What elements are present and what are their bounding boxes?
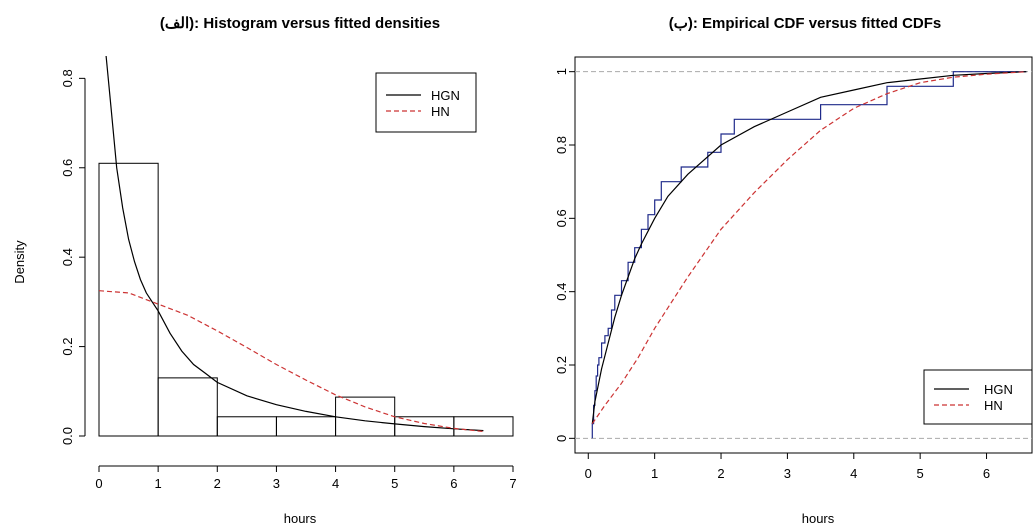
- cdf-curve-hn: [591, 71, 1027, 425]
- y-tick-label-left-3: 0.6: [60, 159, 75, 177]
- y-tick-label-right-1: 0.2: [554, 356, 569, 374]
- histogram-bar-4: [335, 396, 396, 437]
- legend-label-right-hn: HN: [984, 398, 1003, 413]
- legend-box-left: [375, 72, 477, 133]
- x-tick-label-left-5: 5: [391, 476, 398, 491]
- x-tick-label-right-6: 6: [983, 466, 990, 481]
- chart-title-left: (الف): Histogram versus fitted densities: [160, 15, 440, 32]
- density-curve-hgn: [105, 55, 484, 432]
- x-tick-label-right-1: 1: [651, 466, 658, 481]
- y-tick-label-right-5: 1: [554, 68, 569, 75]
- x-tick-label-left-2: 2: [214, 476, 221, 491]
- cdf-curve-hgn: [591, 71, 1027, 424]
- legend-label-right-hgn: HGN: [984, 382, 1013, 397]
- y-tick-label-left-4: 0.8: [60, 69, 75, 87]
- y-tick-label-left-1: 0.2: [60, 338, 75, 356]
- x-tick-label-left-6: 6: [450, 476, 457, 491]
- y-tick-label-right-3: 0.6: [554, 209, 569, 227]
- y-tick-label-left-2: 0.4: [60, 248, 75, 266]
- x-tick-label-right-4: 4: [850, 466, 857, 481]
- histogram-bar-3: [275, 416, 337, 437]
- chart-title-right: (ب): Empirical CDF versus fitted CDFs: [669, 15, 942, 32]
- x-tick-label-left-1: 1: [155, 476, 162, 491]
- plot-frame-right: [574, 56, 1033, 454]
- legend-label-left-hn: HN: [431, 104, 450, 119]
- legend-box-right: [923, 369, 1033, 425]
- histogram-bar-6: [453, 416, 514, 437]
- x-tick-label-right-2: 2: [717, 466, 724, 481]
- y-axis-label-left: Density: [12, 240, 27, 284]
- x-axis-label-left: hours: [284, 511, 317, 526]
- x-tick-label-left-7: 7: [509, 476, 516, 491]
- y-tick-label-right-2: 0.4: [554, 283, 569, 301]
- x-tick-label-right-3: 3: [784, 466, 791, 481]
- y-tick-label-left-0: 0.0: [60, 427, 75, 445]
- histogram-bar-0: [98, 162, 159, 437]
- empirical-cdf-line: [591, 71, 1027, 439]
- x-tick-label-left-4: 4: [332, 476, 339, 491]
- histogram-bar-1: [157, 377, 218, 437]
- y-tick-label-right-4: 0.8: [554, 136, 569, 154]
- x-axis-label-right: hours: [802, 511, 835, 526]
- x-tick-label-left-0: 0: [95, 476, 102, 491]
- x-tick-label-right-5: 5: [917, 466, 924, 481]
- x-tick-label-left-3: 3: [273, 476, 280, 491]
- y-tick-label-right-0: 0: [554, 435, 569, 442]
- x-tick-label-right-0: 0: [585, 466, 592, 481]
- density-curve-hn: [98, 290, 484, 433]
- histogram-bar-2: [216, 416, 277, 437]
- legend-label-left-hgn: HGN: [431, 88, 460, 103]
